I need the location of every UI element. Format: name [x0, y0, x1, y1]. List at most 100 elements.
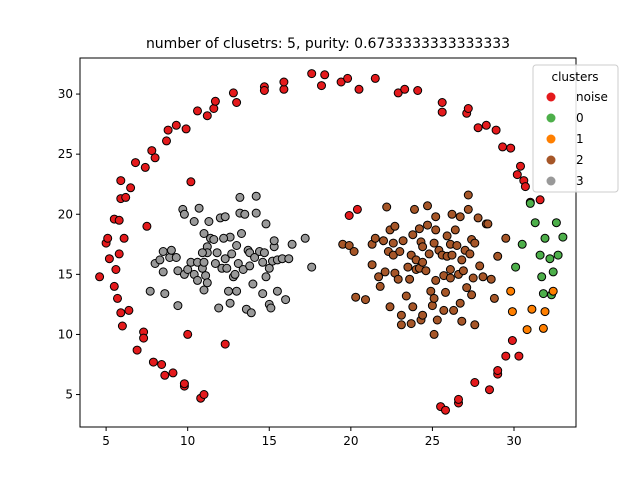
- data-point-cluster-noise: [131, 158, 140, 168]
- data-point-cluster-noise: [150, 153, 160, 163]
- data-point-cluster-3: [259, 248, 269, 258]
- data-point-cluster-3: [158, 247, 168, 256]
- x-tick-label: 10: [180, 434, 195, 448]
- chart-title: number of clusetrs: 5, purity: 0.6733333…: [146, 36, 510, 52]
- legend-marker-2: [546, 155, 556, 165]
- data-point-cluster-2: [423, 201, 432, 211]
- data-point-cluster-noise: [142, 221, 152, 231]
- data-point-cluster-3: [266, 303, 276, 313]
- data-point-cluster-noise: [147, 146, 157, 156]
- legend-marker-3: [546, 176, 556, 186]
- data-point-cluster-noise: [437, 98, 447, 107]
- data-point-cluster-3: [230, 269, 240, 279]
- data-point-cluster-noise: [354, 84, 364, 94]
- data-point-cluster-noise: [162, 136, 171, 146]
- data-point-cluster-2: [465, 249, 475, 259]
- data-point-cluster-2: [483, 219, 493, 229]
- data-point-cluster-3: [284, 254, 294, 264]
- data-point-cluster-2: [486, 274, 496, 284]
- x-tick-label: 25: [425, 434, 440, 448]
- data-point-cluster-1: [522, 325, 532, 335]
- data-point-cluster-2: [449, 305, 459, 315]
- data-point-cluster-2: [431, 212, 441, 222]
- legend-label-noise: noise: [576, 90, 608, 104]
- data-point-cluster-3: [189, 217, 199, 226]
- data-point-cluster-2: [390, 221, 400, 231]
- data-point-cluster-2: [408, 230, 418, 240]
- legend-marker-1: [546, 134, 556, 144]
- data-point-cluster-3: [248, 279, 258, 289]
- data-point-cluster-noise: [506, 143, 516, 153]
- data-point-cluster-noise: [352, 204, 362, 214]
- data-point-cluster-noise: [181, 124, 191, 134]
- data-point-cluster-2: [489, 293, 499, 303]
- data-point-cluster-noise: [210, 96, 220, 106]
- data-point-cluster-2: [468, 273, 478, 283]
- data-point-cluster-noise: [279, 77, 289, 87]
- data-point-cluster-2: [439, 305, 449, 315]
- data-point-cluster-3: [155, 255, 165, 265]
- data-point-cluster-3: [197, 248, 207, 258]
- data-point-cluster-3: [214, 303, 224, 313]
- data-point-cluster-2: [349, 247, 359, 256]
- data-point-cluster-2: [374, 272, 384, 282]
- data-point-cluster-0: [553, 250, 563, 260]
- data-point-cluster-2: [379, 236, 388, 246]
- data-point-cluster-1: [540, 307, 550, 317]
- data-point-cluster-2: [455, 298, 465, 308]
- data-point-cluster-2: [380, 267, 390, 277]
- data-point-cluster-3: [194, 203, 204, 213]
- data-point-cluster-0: [537, 272, 547, 282]
- data-point-cluster-noise: [140, 162, 150, 172]
- data-point-cluster-2: [501, 233, 511, 243]
- data-point-cluster-3: [258, 289, 268, 299]
- data-point-cluster-3: [160, 289, 170, 299]
- data-point-cluster-3: [237, 229, 246, 238]
- plot-frame: [79, 57, 577, 428]
- data-point-cluster-2: [441, 287, 450, 297]
- data-point-cluster-2: [351, 292, 361, 302]
- data-point-cluster-0: [525, 198, 535, 208]
- data-point-cluster-3: [272, 286, 282, 296]
- data-point-cluster-noise: [228, 88, 238, 98]
- data-point-cluster-noise: [199, 390, 209, 399]
- data-point-cluster-noise: [95, 272, 105, 282]
- data-point-cluster-noise: [119, 233, 129, 243]
- legend-label-0: 0: [576, 111, 584, 125]
- data-point-cluster-2: [432, 315, 442, 325]
- data-point-cluster-3: [261, 219, 271, 229]
- data-point-cluster-noise: [124, 305, 134, 315]
- data-point-cluster-noise: [481, 120, 491, 130]
- data-point-cluster-1: [506, 286, 516, 296]
- data-point-cluster-0: [511, 262, 521, 272]
- data-point-cluster-3: [261, 272, 271, 282]
- data-point-cluster-noise: [109, 281, 119, 291]
- data-point-cluster-noise: [320, 70, 330, 80]
- data-point-cluster-2: [385, 302, 395, 312]
- data-point-cluster-noise: [520, 182, 530, 192]
- data-point-cluster-noise: [209, 104, 219, 113]
- data-point-cluster-2: [470, 320, 480, 330]
- legend-marker-0: [546, 113, 556, 123]
- data-point-cluster-noise: [132, 345, 142, 355]
- data-point-cluster-noise: [114, 249, 124, 259]
- data-point-cluster-3: [307, 262, 317, 272]
- data-point-cluster-noise: [126, 183, 136, 193]
- data-point-cluster-noise: [512, 170, 522, 180]
- data-point-cluster-2: [458, 266, 468, 276]
- data-point-cluster-3: [224, 286, 233, 296]
- ticks-layer: 5 10 15 20 25 30 5 10 15 20 25 30: [58, 87, 522, 448]
- legend-entries: noise 0 1 2 3: [546, 90, 608, 188]
- data-point-cluster-noise: [473, 123, 483, 133]
- data-point-cluster-1: [507, 307, 517, 317]
- data-point-cluster-2: [401, 291, 411, 301]
- x-tick-label: 5: [102, 434, 110, 448]
- data-point-cluster-2: [403, 262, 413, 272]
- data-point-cluster-3: [246, 308, 256, 318]
- data-point-cluster-noise: [535, 195, 545, 205]
- data-point-cluster-2: [493, 251, 503, 261]
- data-point-cluster-noise: [343, 73, 353, 83]
- data-point-cluster-noise: [171, 120, 181, 130]
- data-point-cluster-2: [418, 242, 428, 252]
- data-point-cluster-3: [219, 233, 229, 243]
